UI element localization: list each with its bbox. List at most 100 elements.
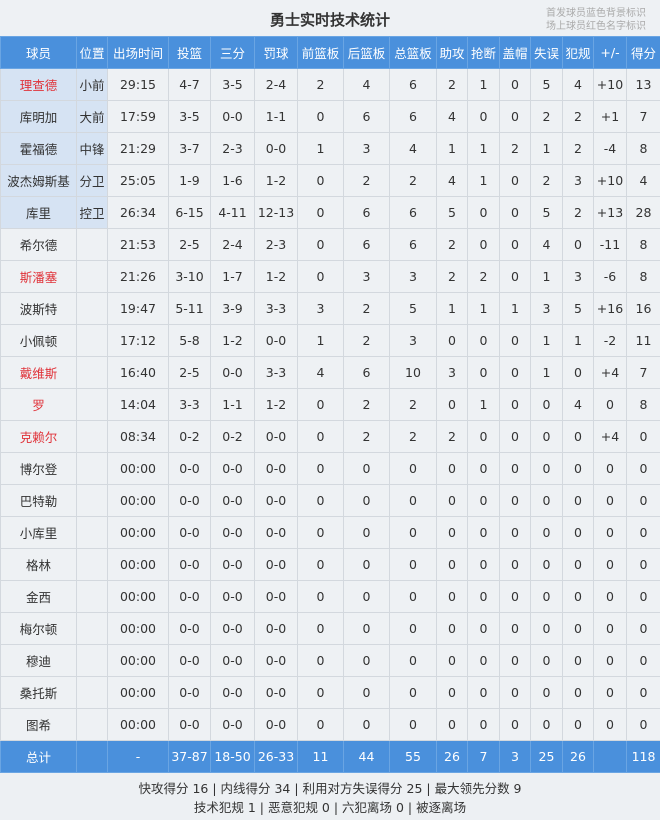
- player-name[interactable]: 巴特勒: [0, 484, 77, 517]
- stat-cell: 0: [467, 324, 500, 357]
- player-name[interactable]: 罗: [0, 388, 77, 421]
- column-header[interactable]: 失误: [530, 36, 563, 69]
- stat-cell: 0: [499, 612, 531, 645]
- column-header[interactable]: 位置: [76, 36, 108, 69]
- stat-cell: 0: [436, 324, 468, 357]
- stat-cell: 0: [626, 708, 660, 741]
- player-name[interactable]: 库明加: [0, 100, 77, 133]
- player-name[interactable]: 波杰姆斯基: [0, 164, 77, 197]
- stat-cell: 4: [436, 100, 468, 133]
- column-header[interactable]: 投篮: [168, 36, 211, 69]
- column-header[interactable]: 抢断: [467, 36, 500, 69]
- player-name[interactable]: 梅尔顿: [0, 612, 77, 645]
- stat-cell: 17:12: [107, 324, 169, 357]
- stat-cell: 2: [343, 164, 390, 197]
- stat-cell: 0: [530, 516, 563, 549]
- player-name[interactable]: 格林: [0, 548, 77, 581]
- player-position: [76, 388, 108, 421]
- stat-cell: 0: [389, 644, 437, 677]
- column-header[interactable]: 助攻: [436, 36, 468, 69]
- stat-cell: 0: [499, 324, 531, 357]
- stat-cell: 0: [593, 516, 627, 549]
- stat-cell: 6: [343, 196, 390, 229]
- stat-cell: 13: [626, 68, 660, 101]
- player-name[interactable]: 图希: [0, 708, 77, 741]
- stat-cell: 7: [626, 100, 660, 133]
- player-name[interactable]: 理查德: [0, 68, 77, 101]
- player-name[interactable]: 波斯特: [0, 292, 77, 325]
- stat-cell: +16: [593, 292, 627, 325]
- stat-cell: 1: [467, 164, 500, 197]
- stat-cell: 14:04: [107, 388, 169, 421]
- player-name[interactable]: 希尔德: [0, 228, 77, 261]
- player-position: [76, 484, 108, 517]
- player-row: 博尔登 00:00 0-0 0-0 0-0 0 0 0 0 0 0 0 0 0 0: [0, 452, 660, 485]
- stat-cell: 0: [436, 484, 468, 517]
- player-name[interactable]: 戴维斯: [0, 356, 77, 389]
- stat-cell: 3: [343, 132, 390, 165]
- stat-cell: 3: [389, 260, 437, 293]
- stat-cell: 8: [626, 132, 660, 165]
- stat-cell: 4: [530, 228, 563, 261]
- player-name[interactable]: 金西: [0, 580, 77, 613]
- column-header[interactable]: 三分: [210, 36, 255, 69]
- page-title: 勇士实时技术统计: [269, 11, 390, 29]
- stat-cell: 00:00: [107, 516, 169, 549]
- header-row: 球员 位置 出场时间 投篮 三分 罚球 前篮板 后篮板 总篮板 助攻 抢断 盖帽 失误 犯规 +/- 得分: [0, 36, 660, 69]
- stat-cell: 1: [530, 324, 563, 357]
- stat-cell: 0: [467, 644, 500, 677]
- player-row: 库里 控卫 26:34 6-15 4-11 12-13 0 6 6 5 0 0 5 2 +13 28: [0, 196, 660, 229]
- stat-cell: 0: [593, 612, 627, 645]
- stat-cell: 0: [343, 644, 390, 677]
- player-name[interactable]: 斯潘塞: [0, 260, 77, 293]
- column-header[interactable]: 得分: [626, 36, 660, 69]
- stat-cell: 0: [530, 612, 563, 645]
- stat-cell: 0: [436, 516, 468, 549]
- stat-cell: 0: [343, 708, 390, 741]
- stat-cell: 3-9: [210, 292, 255, 325]
- stat-cell: 0-2: [210, 420, 255, 453]
- stat-cell: 0: [530, 708, 563, 741]
- column-header[interactable]: 出场时间: [107, 36, 169, 69]
- column-header[interactable]: 后篮板: [343, 36, 390, 69]
- stat-cell: 2-4: [210, 228, 255, 261]
- stat-cell: 2-5: [168, 356, 211, 389]
- column-header[interactable]: +/-: [593, 36, 627, 69]
- stat-cell: 3-5: [168, 100, 211, 133]
- player-name[interactable]: 小佩顿: [0, 324, 77, 357]
- stat-cell: +10: [593, 68, 627, 101]
- player-name[interactable]: 穆迪: [0, 644, 77, 677]
- column-header[interactable]: 前篮板: [297, 36, 344, 69]
- player-name[interactable]: 库里: [0, 196, 77, 229]
- legend-on-court: 场上球员红色名字标识: [546, 21, 646, 32]
- stat-cell: 1: [530, 356, 563, 389]
- stat-cell: 8: [626, 388, 660, 421]
- stat-cell: 0: [499, 164, 531, 197]
- player-name[interactable]: 博尔登: [0, 452, 77, 485]
- column-header[interactable]: 总篮板: [389, 36, 437, 69]
- total-cell: 44: [343, 740, 390, 773]
- player-row: 格林 00:00 0-0 0-0 0-0 0 0 0 0 0 0 0 0 0 0: [0, 548, 660, 581]
- total-cell: 7: [467, 740, 500, 773]
- stat-cell: 5: [389, 292, 437, 325]
- stat-cell: 6: [343, 356, 390, 389]
- player-row: 图希 00:00 0-0 0-0 0-0 0 0 0 0 0 0 0 0 0 0: [0, 708, 660, 741]
- stat-cell: -6: [593, 260, 627, 293]
- stat-cell: 0: [626, 548, 660, 581]
- player-position: 小前: [76, 68, 108, 101]
- column-header[interactable]: 盖帽: [499, 36, 531, 69]
- stat-cell: 2: [389, 388, 437, 421]
- column-header[interactable]: 罚球: [254, 36, 298, 69]
- stat-cell: 0-0: [254, 676, 298, 709]
- stat-cell: 2: [436, 420, 468, 453]
- footer-summary: 快攻得分 16 | 内线得分 34 | 利用对方失误得分 25 | 最大领先分数…: [0, 773, 660, 817]
- player-name[interactable]: 桑托斯: [0, 676, 77, 709]
- stat-cell: 0: [499, 516, 531, 549]
- stat-cell: 2: [343, 292, 390, 325]
- column-header[interactable]: 犯规: [562, 36, 594, 69]
- player-name[interactable]: 小库里: [0, 516, 77, 549]
- column-header[interactable]: 球员: [0, 36, 77, 69]
- player-name[interactable]: 霍福德: [0, 132, 77, 165]
- player-name[interactable]: 克赖尔: [0, 420, 77, 453]
